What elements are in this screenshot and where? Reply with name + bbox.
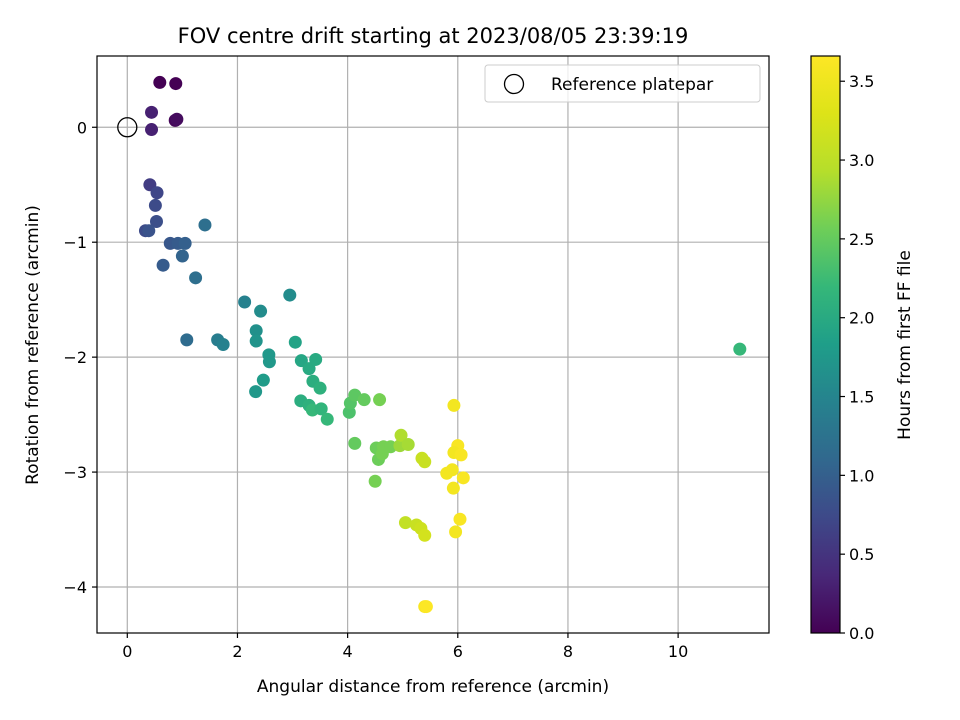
data-point — [148, 198, 162, 212]
x-tick-label: 0 — [122, 642, 132, 661]
data-point — [175, 249, 189, 263]
x-tick-label: 10 — [668, 642, 688, 661]
reference-marker — [117, 117, 138, 138]
legend-reference-marker — [503, 73, 525, 95]
data-point — [153, 75, 167, 89]
data-point — [142, 224, 156, 238]
x-tick-label: 4 — [343, 642, 353, 661]
y-tick-label: 0 — [77, 118, 87, 137]
data-point — [180, 333, 194, 347]
data-point — [445, 463, 459, 477]
data-point — [454, 448, 468, 462]
colorbar-tick-label: 2.5 — [849, 230, 874, 249]
y-tick-label: −4 — [63, 578, 87, 597]
data-point — [314, 402, 328, 416]
data-point — [169, 77, 183, 91]
data-point — [145, 123, 159, 137]
y-tick-label: −3 — [63, 463, 87, 482]
data-point — [309, 352, 323, 366]
data-point — [733, 342, 747, 356]
data-point — [320, 412, 334, 426]
data-point — [149, 215, 163, 229]
colorbar-ticks: 0.0 0.5 1.0 1.5 2.0 2.5 3.0 3.5 — [840, 72, 874, 643]
colorbar-label: Hours from first FF file — [895, 250, 915, 440]
data-point — [156, 258, 170, 272]
data-point — [178, 236, 192, 250]
data-point — [313, 381, 327, 395]
colorbar-tick-label: 3.0 — [849, 151, 874, 170]
legend: Reference platepar — [484, 64, 761, 103]
colorbar-tick-label: 3.5 — [849, 72, 874, 91]
data-point — [302, 362, 316, 376]
reference-marker-layer — [117, 117, 138, 138]
colorbar-gradient — [810, 55, 841, 634]
data-point — [150, 186, 164, 200]
colorbar-tick-label: 1.0 — [849, 466, 874, 485]
data-point — [249, 385, 263, 399]
data-point — [401, 437, 415, 451]
legend-box — [484, 64, 761, 103]
data-point — [198, 218, 212, 232]
x-tick-label: 8 — [563, 642, 573, 661]
data-point — [216, 338, 230, 351]
data-point — [357, 393, 371, 407]
colorbar-tick-label: 0.0 — [849, 624, 874, 643]
x-axis-ticks: 0 2 4 6 8 10 — [122, 633, 688, 661]
data-point — [170, 112, 184, 126]
data-point — [446, 481, 460, 495]
data-point — [189, 271, 203, 285]
data-point — [254, 304, 268, 318]
data-point — [373, 393, 387, 407]
legend-label: Reference platepar — [551, 75, 713, 95]
data-point — [456, 471, 470, 485]
data-point — [294, 354, 308, 368]
x-tick-label: 2 — [232, 642, 242, 661]
data-point — [283, 288, 297, 302]
data-point — [398, 516, 412, 530]
data-points — [138, 75, 747, 614]
data-point — [394, 428, 408, 442]
data-point — [145, 105, 159, 119]
data-point — [348, 436, 362, 450]
data-point — [418, 455, 432, 469]
y-axis-label: Rotation from reference (arcmin) — [23, 205, 43, 485]
y-axis-ticks: 0 −1 −2 −3 −4 — [63, 118, 97, 597]
colorbar: 0.0 0.5 1.0 1.5 2.0 2.5 3.0 3.5 Hours from firs… — [810, 55, 915, 643]
data-point — [418, 528, 432, 542]
y-tick-label: −2 — [63, 348, 87, 367]
colorbar-tick-label: 0.5 — [849, 545, 874, 564]
data-point — [249, 324, 263, 338]
data-point — [447, 398, 461, 412]
x-tick-label: 6 — [453, 642, 463, 661]
colorbar-tick-label: 1.5 — [849, 388, 874, 407]
data-point — [453, 512, 467, 526]
data-point — [262, 355, 276, 369]
data-point — [449, 525, 463, 539]
data-point — [419, 600, 433, 614]
x-axis-label: Angular distance from reference (arcmin) — [257, 677, 609, 697]
chart-title: FOV centre drift starting at 2023/08/05 … — [178, 24, 689, 48]
data-point — [288, 335, 302, 349]
colorbar-tick-label: 2.0 — [849, 309, 874, 328]
data-point — [368, 474, 382, 488]
plot-frame — [96, 55, 770, 634]
y-tick-label: −1 — [63, 233, 87, 252]
data-point — [256, 373, 270, 387]
data-point — [238, 295, 252, 309]
grid-lines — [97, 56, 769, 633]
data-point — [249, 334, 263, 348]
